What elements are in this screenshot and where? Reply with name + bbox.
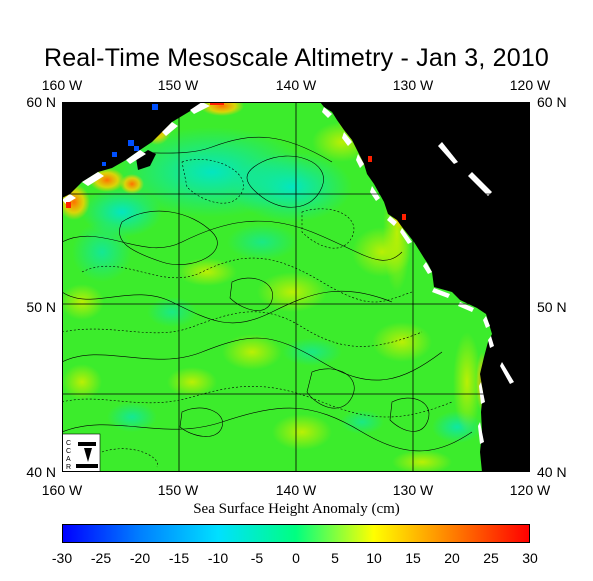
positive-anomaly-regions (62, 122, 481, 472)
map-frame (62, 102, 530, 472)
colorbar-tick-label: 20 (444, 550, 460, 566)
lon-label-bottom-160w: 160 W (41, 482, 83, 498)
colorbar-tick-label: 30 (522, 550, 538, 566)
ssh-contour-lines-dashed (62, 159, 453, 468)
lon-label-bottom-130w: 130 W (392, 482, 434, 498)
strong-positive-pixels (66, 102, 406, 220)
lon-label-top-130w: 130 W (392, 77, 434, 93)
colorbar-tick-label: 15 (405, 550, 421, 566)
colorbar-tick-label: -5 (250, 550, 264, 566)
colorbar-tick-label: -25 (90, 550, 112, 566)
graticule (62, 102, 530, 472)
lon-label-bottom-120w: 120 W (509, 482, 551, 498)
colorbar-tick-label: -30 (51, 550, 73, 566)
north-america-land (320, 102, 530, 472)
lon-label-bottom-140w: 140 W (275, 482, 317, 498)
lon-label-top-150w: 150 W (157, 77, 199, 93)
colorbar-tick-label: -15 (168, 550, 190, 566)
lon-label-top-160w: 160 W (41, 77, 83, 93)
lon-label-top-140w: 140 W (275, 77, 317, 93)
colorbar-tick-label: 10 (366, 550, 382, 566)
lat-label-left-50n: 50 N (26, 299, 56, 315)
lat-label-left-40n: 40 N (26, 464, 56, 480)
ssh-anomaly-map: C C A R (62, 102, 530, 472)
ccar-logo: C C A R (62, 433, 101, 472)
lat-label-right-60n: 60 N (537, 94, 567, 110)
map-title: Real-Time Mesoscale Altimetry - Jan 3, 2… (43, 44, 550, 72)
colorbar-tick-label: -10 (207, 550, 229, 566)
lon-label-top-120w: 120 W (509, 77, 551, 93)
svg-text:A: A (66, 456, 71, 463)
negative-anomaly-regions (72, 127, 482, 443)
colorbar-title: Sea Surface Height Anomaly (cm) (193, 501, 400, 517)
colorbar-tick-label: 0 (292, 550, 300, 566)
colorbar-tick-label: 25 (483, 550, 499, 566)
svg-text:R: R (66, 464, 71, 471)
lat-label-left-60n: 60 N (26, 94, 56, 110)
svg-text:C: C (66, 440, 71, 447)
colorbar-tick-label: 5 (331, 550, 339, 566)
svg-text:C: C (66, 448, 71, 455)
alaska-coastal-mask (62, 102, 210, 204)
lat-label-right-50n: 50 N (537, 299, 567, 315)
lon-label-bottom-150w: 150 W (157, 482, 199, 498)
coastal-mask (322, 107, 514, 444)
colorbar (62, 524, 530, 543)
alaska-peninsula-land (62, 102, 202, 198)
colorbar-tick-label: -20 (129, 550, 151, 566)
lat-label-right-40n: 40 N (537, 464, 567, 480)
strong-negative-pixels (102, 104, 158, 166)
ssh-contour-lines (62, 136, 473, 452)
